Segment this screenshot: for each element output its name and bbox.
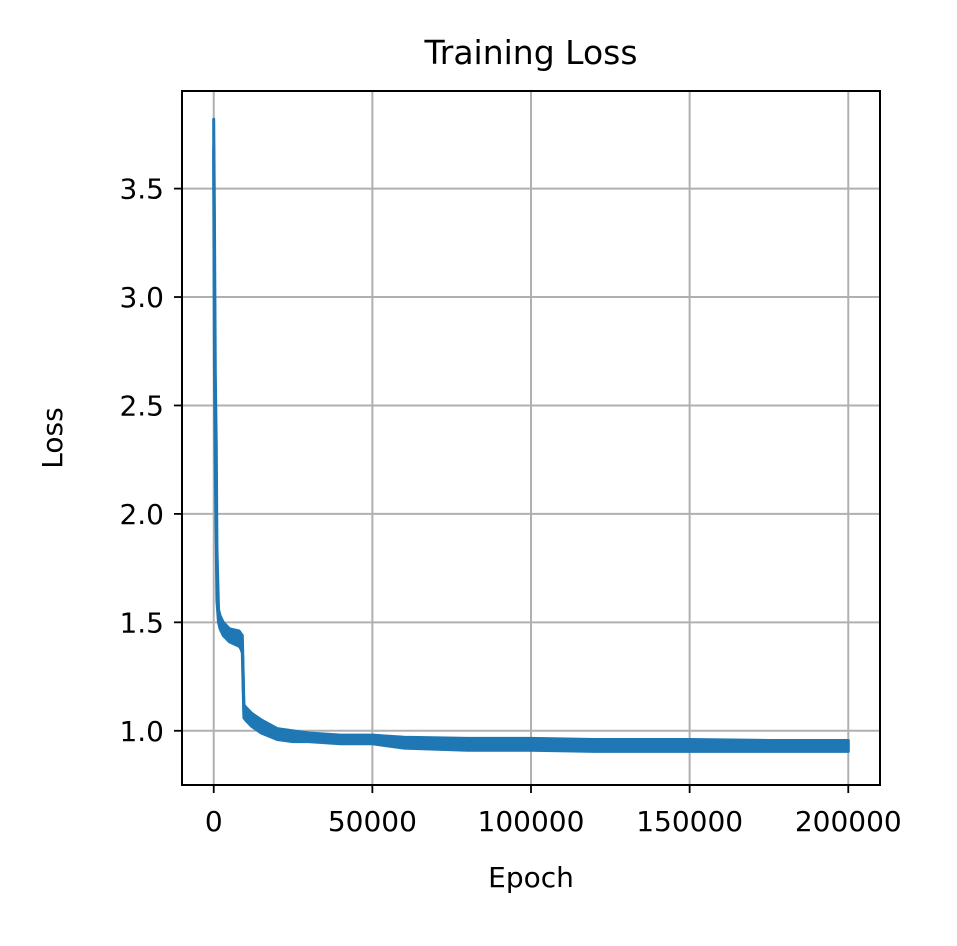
x-tick-label: 150000 — [636, 805, 743, 838]
loss-series-band — [212, 117, 850, 753]
grid — [182, 91, 880, 785]
y-tick-label: 2.5 — [119, 389, 164, 422]
y-tick-label: 2.0 — [119, 498, 164, 531]
x-tick-label: 200000 — [795, 805, 902, 838]
y-tick-label: 3.5 — [119, 173, 164, 206]
y-axis-label: Loss — [36, 407, 69, 468]
x-axis-label: Epoch — [488, 861, 574, 894]
y-tick-label: 1.0 — [119, 715, 164, 748]
loss-series-line — [212, 148, 849, 748]
y-tick-label: 1.5 — [119, 606, 164, 639]
y-tick-label: 3.0 — [119, 281, 164, 314]
x-tick-label: 50000 — [328, 805, 417, 838]
chart-title: Training Loss — [423, 33, 637, 72]
series-layer — [212, 117, 850, 753]
x-tick-label: 0 — [205, 805, 223, 838]
ticks: 0 50000 100000 150000 200000 1.0 1.5 2.0 2.5 3.0 3… — [119, 173, 901, 838]
x-tick-label: 100000 — [478, 805, 585, 838]
